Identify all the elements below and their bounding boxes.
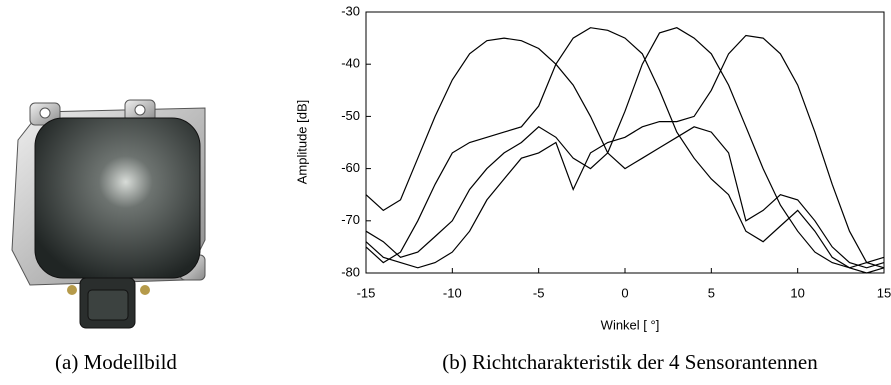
x-tick-label: -10	[443, 285, 462, 300]
y-tick-label: -70	[341, 212, 360, 227]
y-tick-label: -50	[341, 108, 360, 123]
series-line	[366, 28, 884, 268]
series-line	[366, 28, 884, 273]
sensor-illustration	[12, 100, 205, 328]
x-axis-label: Winkel [ °]	[601, 317, 660, 332]
y-tick-label: -80	[341, 264, 360, 279]
x-tick-label: 5	[708, 285, 715, 300]
x-tick-label: -5	[533, 285, 545, 300]
caption-b: (b) Richtcharakteristik der 4 Sensorante…	[442, 350, 818, 374]
y-tick-label: -40	[341, 56, 360, 71]
series-line	[366, 38, 884, 268]
x-tick-label: 10	[790, 285, 804, 300]
series-line	[366, 36, 884, 268]
plot-frame	[366, 12, 884, 273]
y-tick-label: -30	[341, 3, 360, 18]
x-tick-label: -15	[357, 285, 376, 300]
figure: (a) Modellbild (b) Richtcharakteristik d…	[0, 0, 891, 385]
x-tick-label: 15	[877, 285, 891, 300]
y-axis-label: Amplitude [dB]	[294, 100, 309, 185]
x-tick-label: 0	[621, 285, 628, 300]
caption-a: (a) Modellbild	[55, 350, 177, 374]
y-tick-label: -60	[341, 160, 360, 175]
